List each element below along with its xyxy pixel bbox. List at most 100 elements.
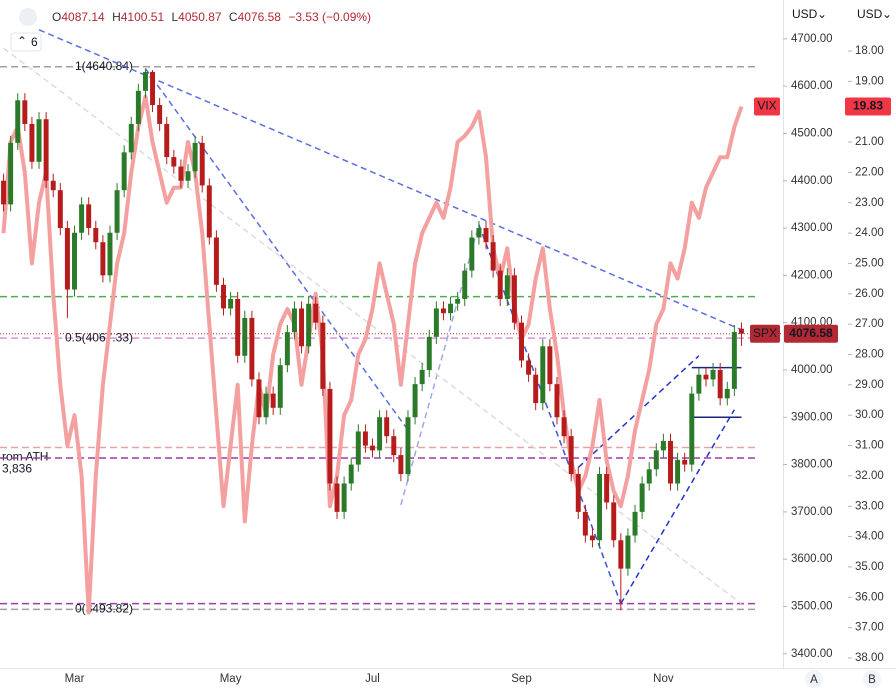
candle-body <box>299 308 305 347</box>
candle-body <box>440 308 446 314</box>
candle-body <box>384 417 390 437</box>
candle-body <box>348 464 354 484</box>
trendline <box>38 29 742 331</box>
vix-value-badge <box>845 97 891 116</box>
low-value: 4050.87 <box>178 10 222 24</box>
y2-tick-label: 31.00 <box>855 440 884 452</box>
candle-body <box>675 459 681 484</box>
candle-body <box>270 393 276 408</box>
candle-body <box>710 369 716 380</box>
candle-body <box>277 365 283 408</box>
price-currency[interactable]: USD <box>792 7 818 21</box>
vix-badge <box>754 97 780 116</box>
candle-body <box>221 284 226 309</box>
trendline <box>3 47 742 605</box>
candle-body <box>86 204 92 229</box>
y-tick-label: 3400.00 <box>791 648 833 660</box>
candle-body <box>370 445 375 451</box>
candle-body <box>228 298 234 309</box>
candle-body <box>213 237 219 285</box>
candle-body <box>135 90 141 124</box>
candle-body <box>597 474 603 541</box>
y-tick-label: 4700.00 <box>791 33 833 45</box>
candle-body <box>405 417 411 475</box>
candle-body <box>327 388 333 484</box>
candle-body <box>639 483 645 512</box>
y2-tick-label: 23.00 <box>855 197 884 209</box>
candle-body <box>320 322 326 389</box>
candle-body <box>235 298 241 356</box>
candle-body <box>540 346 546 404</box>
symbol-icon[interactable] <box>19 8 37 26</box>
candle-body <box>114 190 120 233</box>
candle-body <box>64 228 70 290</box>
candle-body <box>419 369 425 385</box>
y2-tick-label: 29.00 <box>855 379 884 391</box>
candle-body <box>79 204 85 233</box>
button[interactable] <box>805 670 823 688</box>
spx-badge-label: SPX <box>753 326 777 340</box>
candle-body <box>689 393 695 465</box>
y2-tick-label: 30.00 <box>855 409 884 421</box>
candle-body <box>561 417 567 437</box>
candle-body <box>263 393 269 418</box>
candle-body <box>178 166 184 181</box>
candle-body <box>412 384 418 418</box>
x-tick-label: May <box>220 673 242 685</box>
candle-body <box>341 483 347 512</box>
x-tick-label: Jul <box>365 673 380 685</box>
candle-body <box>724 388 730 399</box>
candle-body <box>242 317 248 356</box>
candle-body <box>731 332 737 389</box>
candle-body <box>668 440 673 484</box>
level-label: 3,836 <box>2 462 32 476</box>
candle-body <box>554 384 560 418</box>
y2-tick-label: 28.00 <box>855 349 884 361</box>
y2-tick-label: 18.00 <box>855 45 884 57</box>
vix-badge-label: VIX <box>757 99 776 113</box>
open-value: 4087.14 <box>61 10 105 24</box>
y-tick-label: 3600.00 <box>791 553 833 565</box>
y-tick-label: 4000.00 <box>791 364 833 376</box>
candle-body <box>284 332 290 366</box>
spx-badge <box>750 324 780 343</box>
y-tick-label: 4400.00 <box>791 175 833 187</box>
candle-body <box>533 374 539 404</box>
candle-body <box>72 232 77 290</box>
vix-value: 19.83 <box>853 99 883 113</box>
close-value: 4076.58 <box>238 10 282 24</box>
candle-body <box>334 483 340 512</box>
vix-line <box>1 94 744 615</box>
candle-body <box>128 123 134 153</box>
candle-body <box>703 374 709 380</box>
candle-body <box>483 228 489 243</box>
y2-tick-label: 36.00 <box>855 591 884 603</box>
candle-body <box>604 474 610 503</box>
y2-tick-label: 22.00 <box>855 166 884 178</box>
button-label: A <box>810 674 818 686</box>
candle-body <box>448 303 454 314</box>
y2-tick-label: 27.00 <box>855 318 884 330</box>
candle-body <box>313 303 319 323</box>
trendline <box>144 68 409 431</box>
vix-currency[interactable]: USD <box>857 7 883 21</box>
level-label: 0(3493.82) <box>75 602 133 616</box>
candle-body <box>150 71 156 106</box>
candle-body <box>625 535 631 569</box>
candle-body <box>646 469 652 484</box>
candle-body <box>391 436 397 456</box>
candle-body <box>426 336 432 370</box>
candle-body <box>653 450 659 470</box>
button-label: B <box>868 674 876 686</box>
button[interactable] <box>863 670 881 688</box>
candle-body <box>469 237 475 271</box>
y-tick-label: 3800.00 <box>791 459 833 471</box>
candle-body <box>22 100 28 124</box>
indicator-toggle[interactable] <box>10 32 42 52</box>
candle-body <box>589 535 595 541</box>
candle-body <box>738 328 744 334</box>
candle-body <box>355 431 361 465</box>
candle-body <box>682 459 688 465</box>
candle-body <box>157 105 163 124</box>
